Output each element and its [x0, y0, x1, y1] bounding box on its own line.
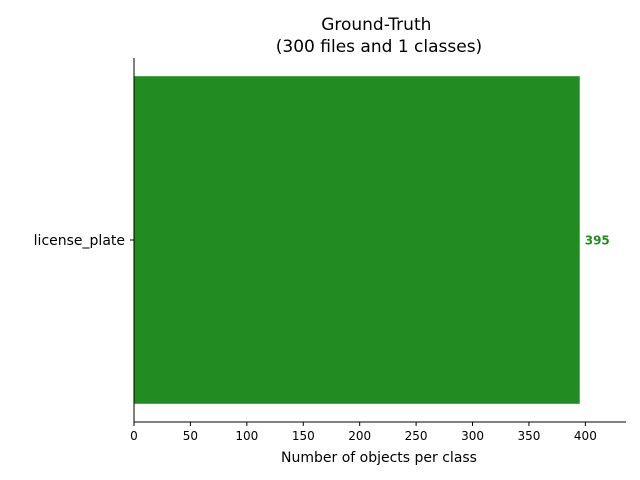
x-tick-label: 100	[235, 429, 258, 443]
x-tick-label: 250	[405, 429, 428, 443]
x-tick-label: 150	[292, 429, 315, 443]
x-tick-label: 50	[183, 429, 198, 443]
y-tick-label: license_plate	[34, 233, 125, 249]
bar-license-plate	[134, 76, 580, 404]
x-tick-label: 400	[574, 429, 597, 443]
chart-title-line-2: (300 files and 1 classes)	[276, 37, 482, 57]
chart-title-line-1: Ground-Truth	[321, 15, 431, 35]
x-tick-label: 0	[130, 429, 138, 443]
chart-title: Ground-Truth (300 files and 1 classes)	[276, 15, 482, 57]
x-tick-label: 200	[348, 429, 371, 443]
data-label: 395	[585, 234, 610, 248]
x-axis-label: Number of objects per class	[281, 450, 477, 466]
x-tick-label: 300	[461, 429, 484, 443]
x-tick-label: 350	[518, 429, 541, 443]
plot-area: license_plate 395 0 50 100 150 200 250 300 350 400	[34, 58, 626, 443]
